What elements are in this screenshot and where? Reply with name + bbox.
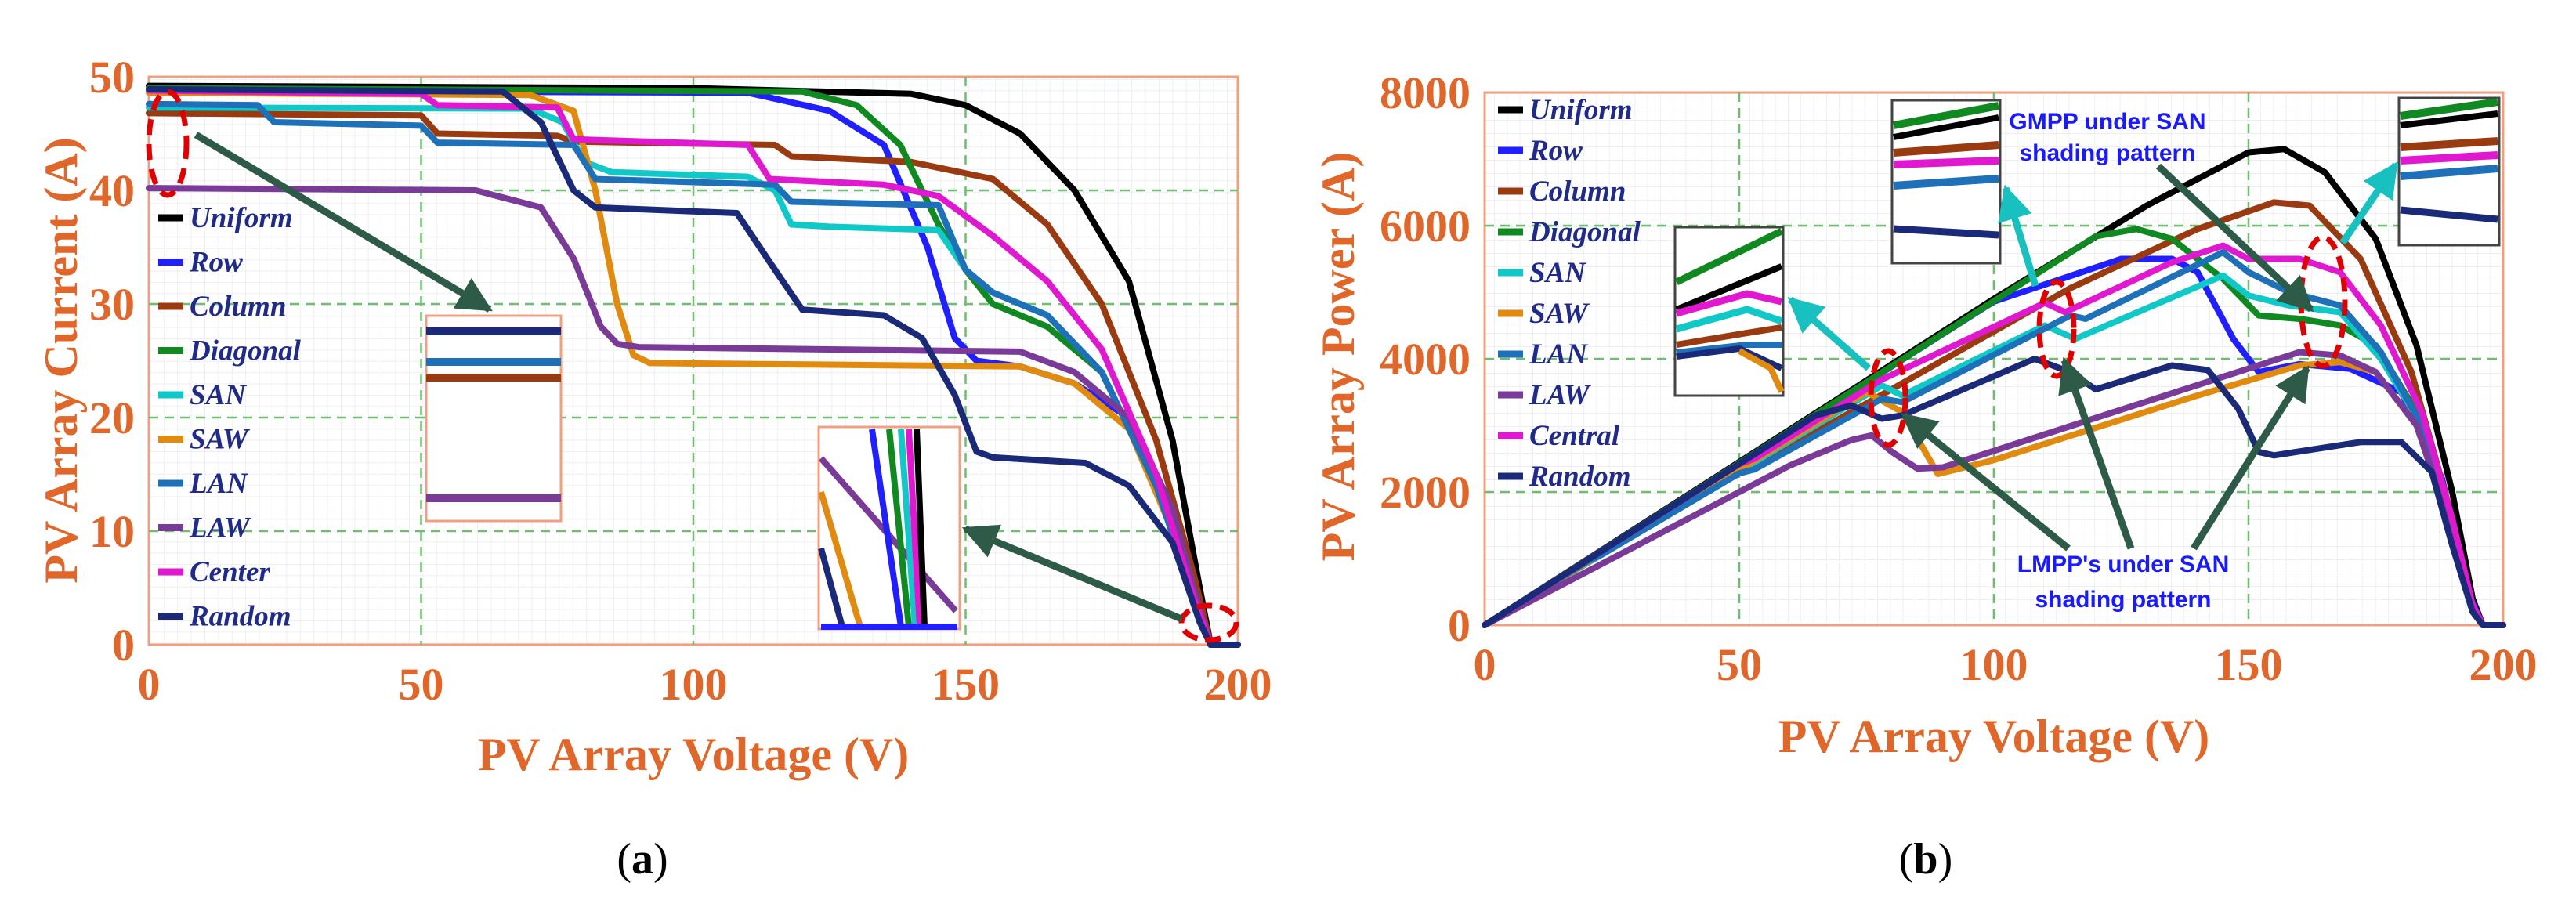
x-tick-label: 150: [932, 659, 1000, 710]
series-line-center: [146, 87, 1241, 648]
inset-zoom-top-left-a: [425, 314, 563, 523]
chart-panel-a: 0 50 100 150 200 0 10 20 30 40 50 PV Array Voltage…: [35, 52, 1272, 780]
x-tick-label: 200: [2469, 639, 2538, 690]
highlight-ellipse-top-left-a: [146, 89, 190, 198]
legend-label-diagonal: Diagonal: [189, 335, 302, 367]
legend-label-law: LAW: [189, 512, 252, 544]
highlight-ellipse-lmpp-1-b: [1868, 348, 1908, 448]
y-tick-label: 4000: [1380, 334, 1471, 385]
annotation-lmpp-b: LMPP's under SAN shading pattern: [2017, 552, 2230, 613]
inset-zoom-middle-b: [1890, 99, 2002, 265]
series-layer-a: [146, 82, 1241, 648]
panel-label-b: (b): [1899, 835, 1952, 884]
annotation-gmpp-line1: GMPP under SAN: [2009, 109, 2205, 135]
panel-label-a: (a): [617, 835, 668, 884]
inset-zoom-left-b: [1673, 226, 1785, 397]
y-axis-label-b: PV Array Power (A): [1312, 152, 1364, 562]
y-tick-label: 20: [89, 392, 135, 443]
legend-label-saw: SAW: [1529, 298, 1590, 330]
series-line-random: [1482, 356, 2506, 628]
highlight-ellipse-bottom-right-a: [1178, 602, 1239, 643]
highlight-ellipse-lmpp-2-b: [2036, 279, 2077, 379]
legend-label-lan: LAN: [1529, 338, 1588, 371]
x-tick-label: 0: [138, 659, 161, 710]
x-tick-label: 50: [1717, 639, 1762, 690]
arrow-lmpp-right-b: [2191, 365, 2310, 551]
legend-label-san: SAN: [1529, 257, 1586, 289]
x-axis-label-b: PV Array Voltage (V): [1778, 711, 2210, 762]
series-line-random: [146, 86, 1241, 648]
y-tick-label: 8000: [1380, 67, 1471, 118]
legend-a: Uniform Row Column Diagonal SAN SAW LAN LAW Cent…: [158, 202, 302, 633]
legend-label-saw: SAW: [190, 424, 251, 456]
annotation-gmpp-b: GMPP under SAN shading pattern: [2009, 109, 2205, 166]
y-tick-label: 30: [89, 279, 135, 330]
y-tick-label: 40: [89, 165, 135, 216]
inset-zoom-bottom-right-a: [817, 425, 961, 631]
legend-label-random: Random: [189, 601, 291, 633]
y-axis-label-a: PV Array Current (A): [35, 137, 87, 583]
x-axis-label-a: PV Array Voltage (V): [478, 729, 910, 780]
arrow-cyan-mid-b: [1998, 184, 2039, 288]
tick-labels-a: 0 50 100 150 200 0 10 20 30 40 50: [89, 52, 1272, 710]
legend-label-law: LAW: [1529, 379, 1592, 411]
y-tick-label: 0: [112, 620, 135, 671]
arrow-to-left-inset-a: [194, 132, 493, 313]
annotation-gmpp-line2: shading pattern: [2019, 140, 2195, 166]
annotation-lmpp-line2: shading pattern: [2035, 587, 2211, 613]
legend-label-uniform: Uniform: [190, 202, 293, 234]
legend-label-central: Central: [1529, 420, 1620, 452]
legend-label-random: Random: [1529, 461, 1631, 493]
y-tick-label: 0: [1448, 600, 1471, 651]
annotation-lmpp-line1: LMPP's under SAN: [2017, 552, 2230, 577]
legend-label-diagonal: Diagonal: [1529, 216, 1641, 248]
y-tick-label: 50: [89, 52, 135, 103]
arrow-cyan-right-b: [2339, 161, 2399, 245]
x-tick-label: 0: [1474, 639, 1496, 690]
x-tick-label: 50: [399, 659, 444, 710]
y-tick-label: 2000: [1380, 467, 1471, 518]
inset-zoom-right-b: [2397, 96, 2501, 247]
legend-label-center: Center: [190, 556, 270, 588]
arrow-gmpp-to-peak-b: [2155, 163, 2314, 313]
arrow-lmpp-mid-b: [2058, 356, 2135, 550]
legend-label-san: SAN: [190, 379, 247, 411]
legend-label-row: Row: [189, 247, 243, 279]
legend-b: Uniform Row Column Diagonal SAN SAW LAN LAW Cent…: [1498, 94, 1641, 493]
y-tick-label: 6000: [1380, 201, 1471, 251]
x-tick-label: 200: [1204, 659, 1272, 710]
legend-label-row: Row: [1529, 135, 1583, 167]
arrow-lmpp-left-b: [1901, 412, 2071, 552]
x-tick-label: 100: [1960, 639, 2028, 690]
y-tick-label: 10: [89, 506, 135, 557]
legend-label-uniform: Uniform: [1529, 94, 1633, 126]
legend-label-lan: LAN: [189, 468, 248, 500]
arrow-cyan-left-b: [1787, 296, 1871, 371]
legend-label-column: Column: [190, 291, 286, 323]
x-tick-label: 100: [660, 659, 728, 710]
arrow-to-right-inset-a: [961, 524, 1183, 623]
legend-label-column: Column: [1529, 175, 1626, 208]
x-tick-label: 150: [2215, 639, 2283, 690]
